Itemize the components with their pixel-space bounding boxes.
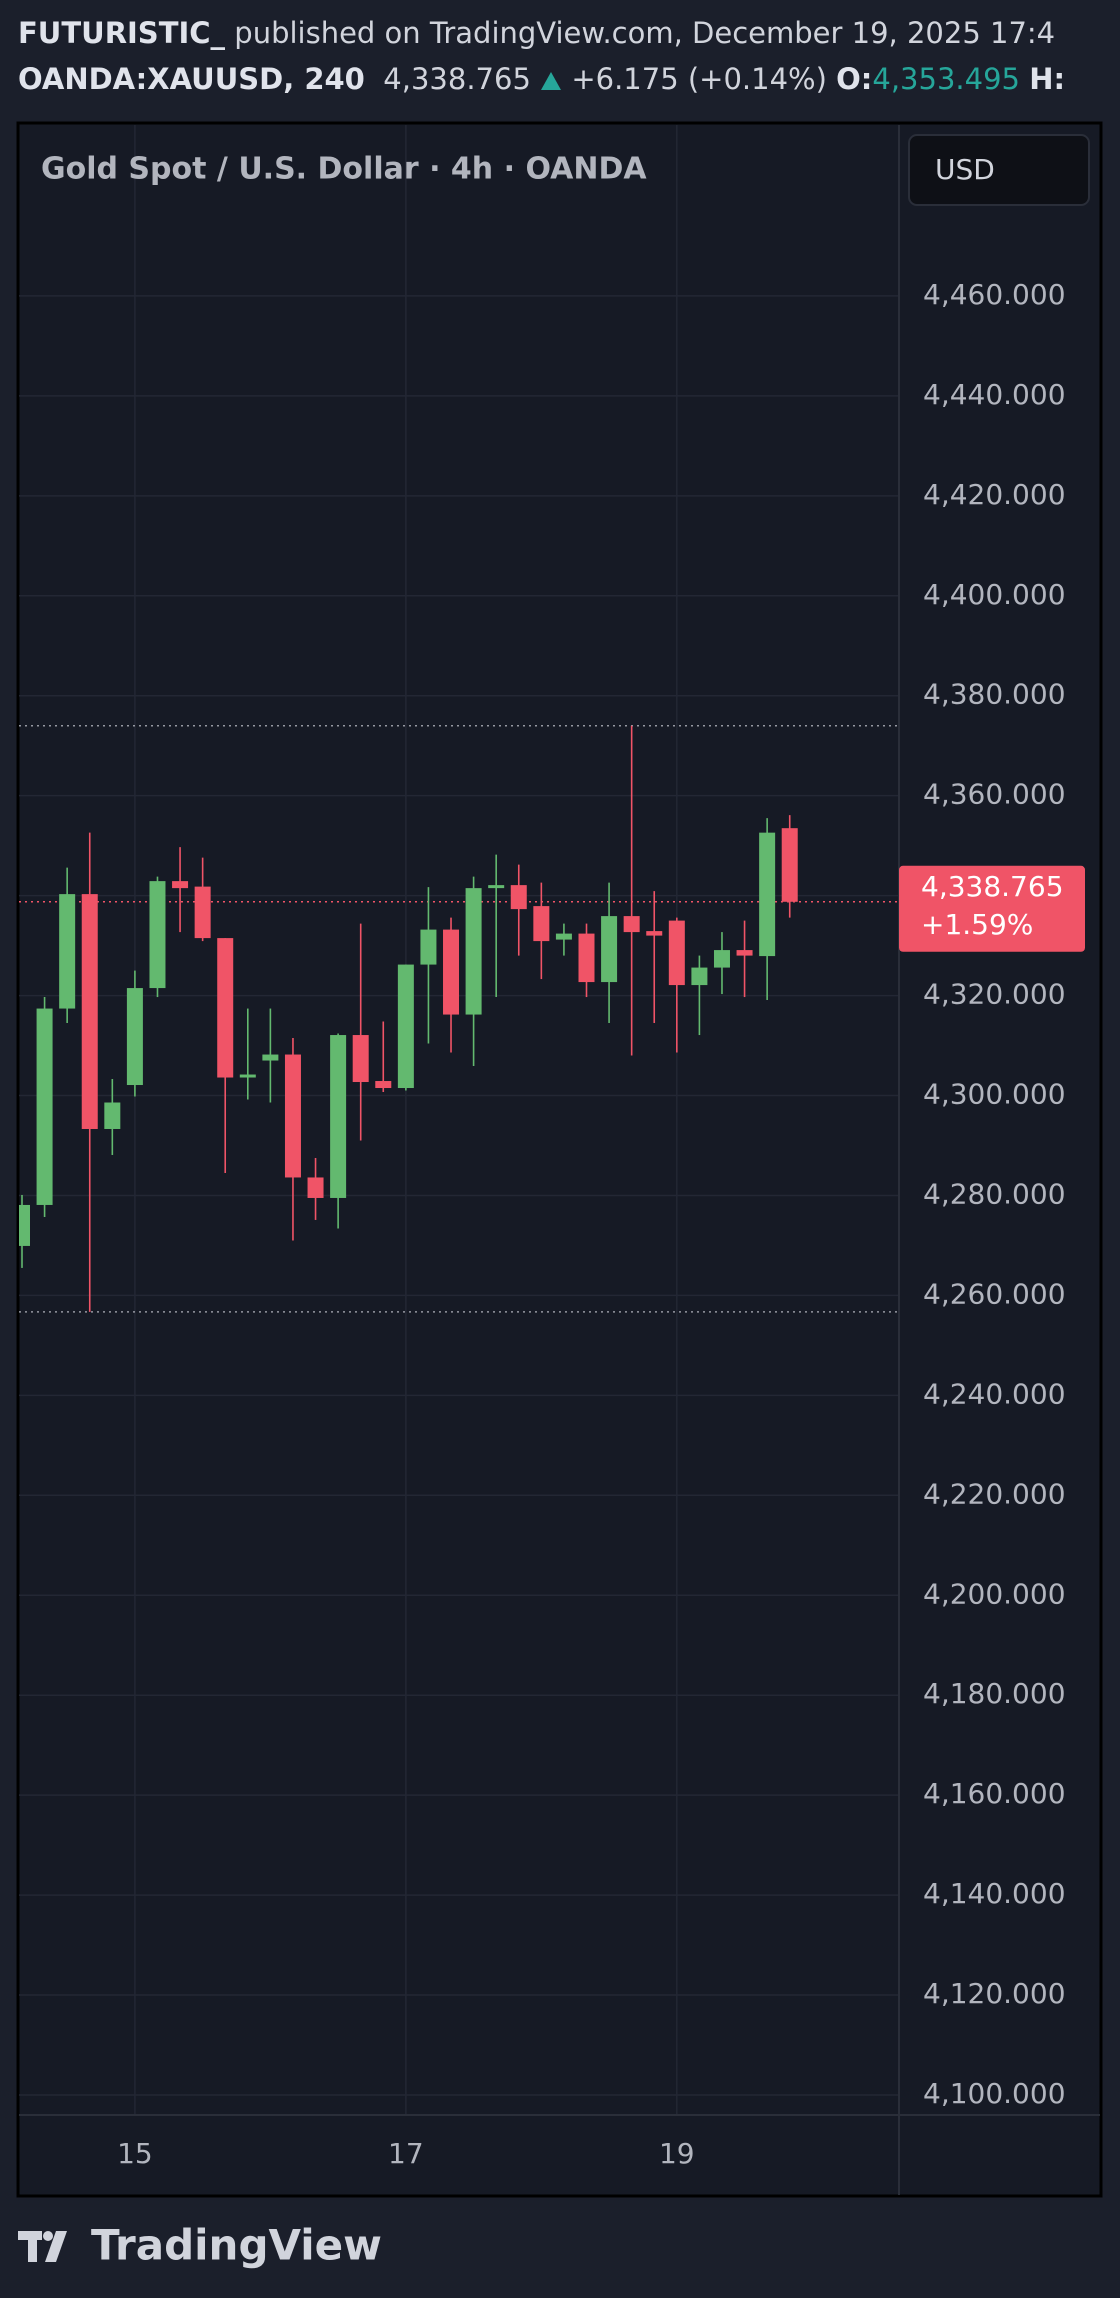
- header: FUTURISTIC_ published on TradingView.com…: [18, 10, 1120, 102]
- candle-body: [555, 933, 572, 940]
- candle-body: [420, 929, 437, 965]
- y-tick-label: 4,140.000: [923, 1877, 1066, 1910]
- x-tick-label: 15: [117, 2137, 153, 2170]
- candle-body: [81, 894, 98, 1129]
- candle-body: [36, 1008, 53, 1205]
- logo: [18, 2231, 67, 2262]
- y-tick-label: 4,180.000: [923, 1677, 1066, 1710]
- x-tick-label: 19: [659, 2137, 695, 2170]
- y-tick-label: 4,260.000: [923, 1277, 1066, 1310]
- currency-button[interactable]: [908, 134, 1090, 206]
- symbol: OANDA:XAUUSD, 240: [18, 62, 365, 96]
- y-tick-label: 4,460.000: [923, 278, 1066, 311]
- x-tick-label: 17: [388, 2137, 424, 2170]
- candle-body: [759, 832, 776, 957]
- chart-title: Gold Spot / U.S. Dollar · 4h · OANDA: [41, 152, 647, 187]
- candle-body: [217, 938, 234, 1078]
- candle-body: [510, 885, 527, 910]
- price-tag: [899, 865, 1085, 952]
- y-tick-label: 4,420.000: [923, 478, 1066, 511]
- y-tick-label: 4,220.000: [923, 1477, 1066, 1510]
- candle-body: [578, 933, 595, 983]
- high-label: H:: [1029, 62, 1066, 96]
- candle-body: [330, 1035, 347, 1198]
- change: +6.175 (+0.14%): [571, 62, 827, 96]
- candle-body: [601, 916, 618, 983]
- candle-body: [149, 881, 166, 989]
- candle-body: [488, 885, 505, 889]
- candle-body: [104, 1102, 121, 1129]
- candle-body: [443, 929, 460, 1015]
- candle-body: [307, 1177, 324, 1198]
- last-price: 4,338.765: [383, 62, 531, 96]
- chart-frame: [16, 121, 1103, 2198]
- candle-body: [172, 881, 189, 889]
- header-line: FUTURISTIC_ published on TradingView.com…: [18, 10, 1120, 56]
- y-tick-label: 4,160.000: [923, 1777, 1066, 1810]
- candle-body: [465, 888, 482, 1015]
- price-tag-percent: +1.59%: [921, 908, 1033, 941]
- y-tick-label: 4,440.000: [923, 378, 1066, 411]
- up-arrow: [541, 72, 562, 90]
- candle-body: [533, 906, 550, 942]
- y-tick-label: 4,300.000: [923, 1078, 1066, 1111]
- candle-body: [375, 1081, 392, 1089]
- author: FUTURISTIC_: [18, 16, 226, 50]
- candle-body: [59, 894, 76, 1009]
- open-value: 4,353.495: [872, 62, 1020, 96]
- candle-body: [646, 931, 663, 936]
- candle-body: [713, 950, 730, 968]
- candle-body: [668, 920, 685, 986]
- header-line: OANDA:XAUUSD, 240 4,338.765 +6.175 (+0.1…: [18, 56, 1120, 102]
- y-tick-label: 4,360.000: [923, 778, 1066, 811]
- candle-body: [19, 1204, 30, 1246]
- candle-body: [623, 916, 640, 933]
- candle-body: [262, 1054, 279, 1061]
- candle-body: [397, 964, 414, 1089]
- candle-body: [781, 828, 798, 902]
- published: published on TradingView.com, December 1…: [234, 16, 1056, 50]
- y-tick-label: 4,400.000: [923, 578, 1066, 611]
- candle-body: [352, 1035, 369, 1083]
- candle-body: [239, 1074, 256, 1078]
- open-label: O:: [836, 62, 873, 96]
- candle-body: [691, 967, 708, 986]
- y-tick-label: 4,280.000: [923, 1177, 1066, 1210]
- y-tick-label: 4,380.000: [923, 678, 1066, 711]
- y-tick-label: 4,100.000: [923, 2077, 1066, 2110]
- y-tick-label: 4,120.000: [923, 1977, 1066, 2010]
- candle-body: [194, 886, 211, 939]
- y-tick-label: 4,320.000: [923, 978, 1066, 1011]
- currency-label[interactable]: USD: [935, 153, 995, 186]
- y-tick-label: 4,200.000: [923, 1577, 1066, 1610]
- candle-body: [284, 1054, 301, 1178]
- candle-body: [126, 988, 143, 1086]
- y-tick-label: 4,240.000: [923, 1377, 1066, 1410]
- candle-body: [736, 950, 753, 956]
- footer-brand: TradingView: [91, 2221, 382, 2270]
- price-tag-price: 4,338.765: [921, 870, 1064, 903]
